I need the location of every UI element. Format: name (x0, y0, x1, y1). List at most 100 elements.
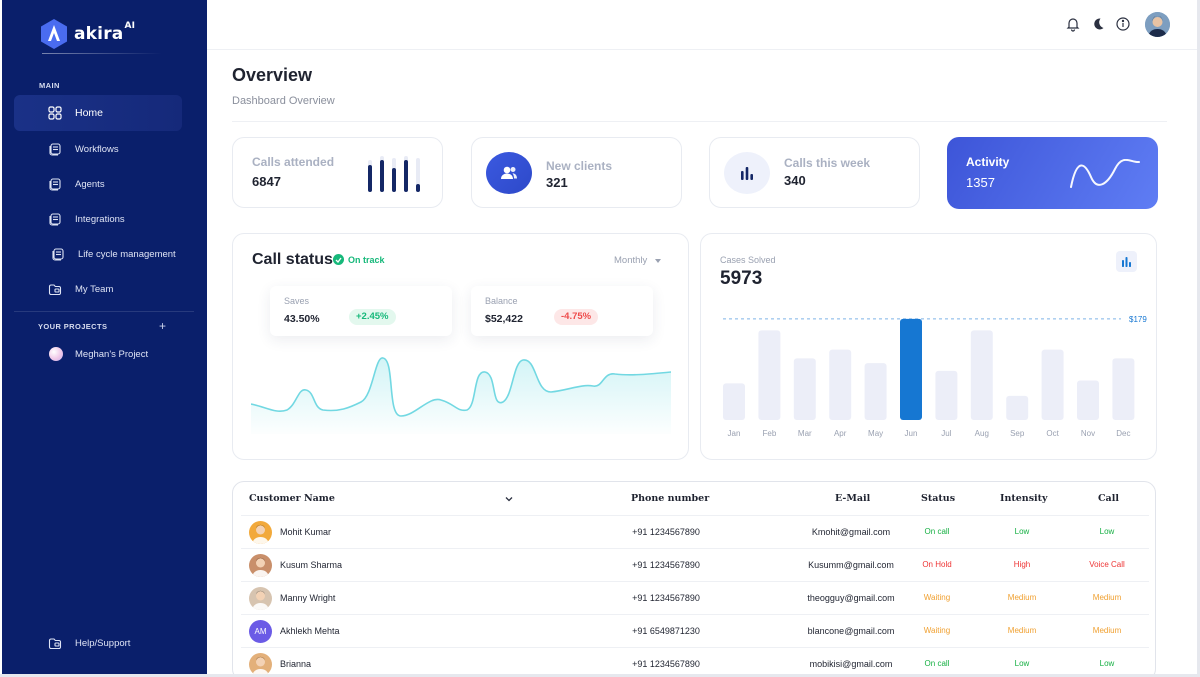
bar-jul[interactable] (935, 370, 958, 420)
sidebar-item-help[interactable]: Help/Support (14, 625, 182, 661)
bar-oct[interactable] (1041, 349, 1064, 420)
activity-sparkline-icon (1070, 159, 1140, 188)
bar-may[interactable] (864, 363, 887, 420)
sidebar-item-project[interactable]: Meghan's Project (14, 336, 182, 372)
phone-number: +91 1234567890 (632, 560, 700, 570)
document-stack-icon (47, 211, 63, 227)
column-header-status[interactable]: Status (921, 493, 956, 504)
grid-icon (47, 105, 63, 121)
stat-card-calls-attended[interactable]: Calls attended 6847 (232, 137, 443, 208)
sidebar-item-home[interactable]: Home (14, 95, 182, 131)
customer-name: Mohit Kumar (280, 527, 332, 537)
chevron-down-icon[interactable] (503, 493, 515, 505)
bar-apr[interactable] (829, 349, 852, 420)
sidebar-item-integrations[interactable]: Integrations (14, 201, 182, 237)
column-header-intensity[interactable]: Intensity (1000, 493, 1048, 504)
table-row[interactable]: Kusum Sharma +91 1234567890 Kusumm@gmail.c… (241, 548, 1149, 581)
mini-bars-icon (368, 156, 420, 192)
bar-dec[interactable] (1112, 358, 1135, 420)
status-badge: Waiting (923, 593, 951, 602)
sidebar-item-label: Workflows (75, 143, 119, 155)
saves-label: Saves (284, 296, 310, 306)
person-icon (252, 656, 269, 676)
customer-name: Manny Wright (280, 593, 336, 603)
call-status-card: Call status On track Monthly Saves 43.50… (232, 233, 689, 460)
stat-value: 6847 (252, 174, 281, 189)
document-stack-icon (47, 176, 63, 192)
table-row[interactable]: Manny Wright +91 1234567890 theogguy@gmail… (241, 581, 1149, 614)
stat-card-activity[interactable]: Activity 1357 (947, 137, 1158, 209)
stat-card-calls-this-week[interactable]: Calls this week 340 (709, 137, 920, 208)
saves-value: 43.50% (284, 313, 320, 325)
customer-avatar (249, 554, 272, 577)
chart-type-button[interactable] (1116, 251, 1137, 272)
user-avatar-icon (1145, 12, 1170, 37)
sidebar-item-life-cycle-management[interactable]: Life cycle management (14, 236, 182, 272)
column-header-customer-name[interactable]: Customer Name (249, 493, 335, 504)
phone-number: +91 1234567890 (632, 659, 700, 669)
check-circle-icon (333, 254, 344, 265)
phone-number: +91 6549871230 (632, 626, 700, 636)
stat-label: Calls attended (252, 155, 335, 169)
column-header-call[interactable]: Call (1098, 493, 1119, 504)
info-icon[interactable] (1115, 16, 1131, 32)
balance-change-badge: -4.75% (554, 309, 599, 325)
stat-value: 1357 (966, 175, 995, 190)
cases-solved-card: Cases Solved 5973 $179 Jan Feb Mar Apr May Jun… (700, 233, 1157, 460)
sidebar-item-label: Agents (75, 178, 105, 190)
email: mobikisi@gmail.com (809, 659, 893, 669)
cases-bar-chart: $179 Jan Feb Mar Apr May Jun Jul Aug Sep Oct Nov Dec (723, 315, 1147, 438)
moon-icon[interactable] (1090, 16, 1106, 32)
email: Kmohit@gmail.com (811, 527, 891, 537)
x-tick-label: Dec (1116, 429, 1130, 438)
user-avatar[interactable] (1145, 12, 1170, 37)
sidebar-item-label: Meghan's Project (75, 348, 149, 360)
sidebar-item-label: Home (75, 107, 104, 119)
table-row[interactable]: Brianna +91 1234567890 mobikisi@gmail.com O… (241, 647, 1149, 677)
customer-avatar (249, 587, 272, 610)
on-track-badge: On track (333, 254, 385, 265)
balance-card: Balance $52,422 -4.75% (471, 286, 653, 336)
column-header-phone[interactable]: Phone number (631, 493, 710, 504)
akira-logo-icon (41, 19, 67, 49)
folder-icon (47, 281, 63, 297)
customer-name: Akhlekh Mehta (280, 626, 340, 636)
customer-avatar: AM (249, 620, 272, 643)
sidebar-item-my-team[interactable]: My Team (14, 271, 182, 307)
table-row[interactable]: AM Akhlekh Mehta +91 6549871230 blancone@gm… (241, 614, 1149, 647)
bell-icon[interactable] (1065, 16, 1081, 32)
x-tick-label: Nov (1081, 429, 1095, 438)
sidebar: akiraAI MAIN Home Workflows Agents Integ… (2, 0, 207, 674)
bar-jun[interactable] (900, 318, 922, 420)
bar-nov[interactable] (1077, 380, 1099, 420)
call-type-badge: Low (1099, 527, 1115, 536)
target-line-label: $179 (1129, 315, 1147, 324)
call-status-title: Call status (252, 251, 333, 268)
table-row[interactable]: Mohit Kumar +91 1234567890 Kmohit@gmail.co… (241, 515, 1149, 548)
sidebar-item-workflows[interactable]: Workflows (14, 131, 182, 167)
bar-jan[interactable] (723, 383, 745, 420)
sidebar-item-label: Life cycle management (78, 248, 176, 260)
email: theogguy@gmail.com (807, 593, 895, 603)
add-project-button[interactable]: + (159, 319, 167, 333)
topbar (207, 0, 1197, 50)
sidebar-item-agents[interactable]: Agents (14, 166, 182, 202)
stat-card-new-clients[interactable]: New clients 321 (471, 137, 682, 208)
intensity-badge: Medium (1007, 626, 1037, 635)
column-header-email[interactable]: E-Mail (835, 493, 871, 504)
person-icon (252, 524, 269, 544)
bar-mar[interactable] (793, 358, 816, 420)
bar-sep[interactable] (1006, 395, 1029, 420)
period-dropdown[interactable]: Monthly (614, 255, 662, 266)
brand[interactable]: akiraAI (40, 18, 135, 50)
sidebar-item-label: My Team (75, 283, 114, 295)
cases-label: Cases Solved (720, 255, 776, 265)
person-icon (252, 590, 269, 610)
customer-avatar (249, 521, 272, 544)
bar-aug[interactable] (970, 330, 993, 420)
project-color-icon (49, 347, 63, 361)
page-subtitle: Dashboard Overview (232, 95, 335, 107)
x-tick-label: Mar (798, 429, 812, 438)
bar-feb[interactable] (758, 330, 781, 420)
status-badge: On call (924, 527, 950, 536)
